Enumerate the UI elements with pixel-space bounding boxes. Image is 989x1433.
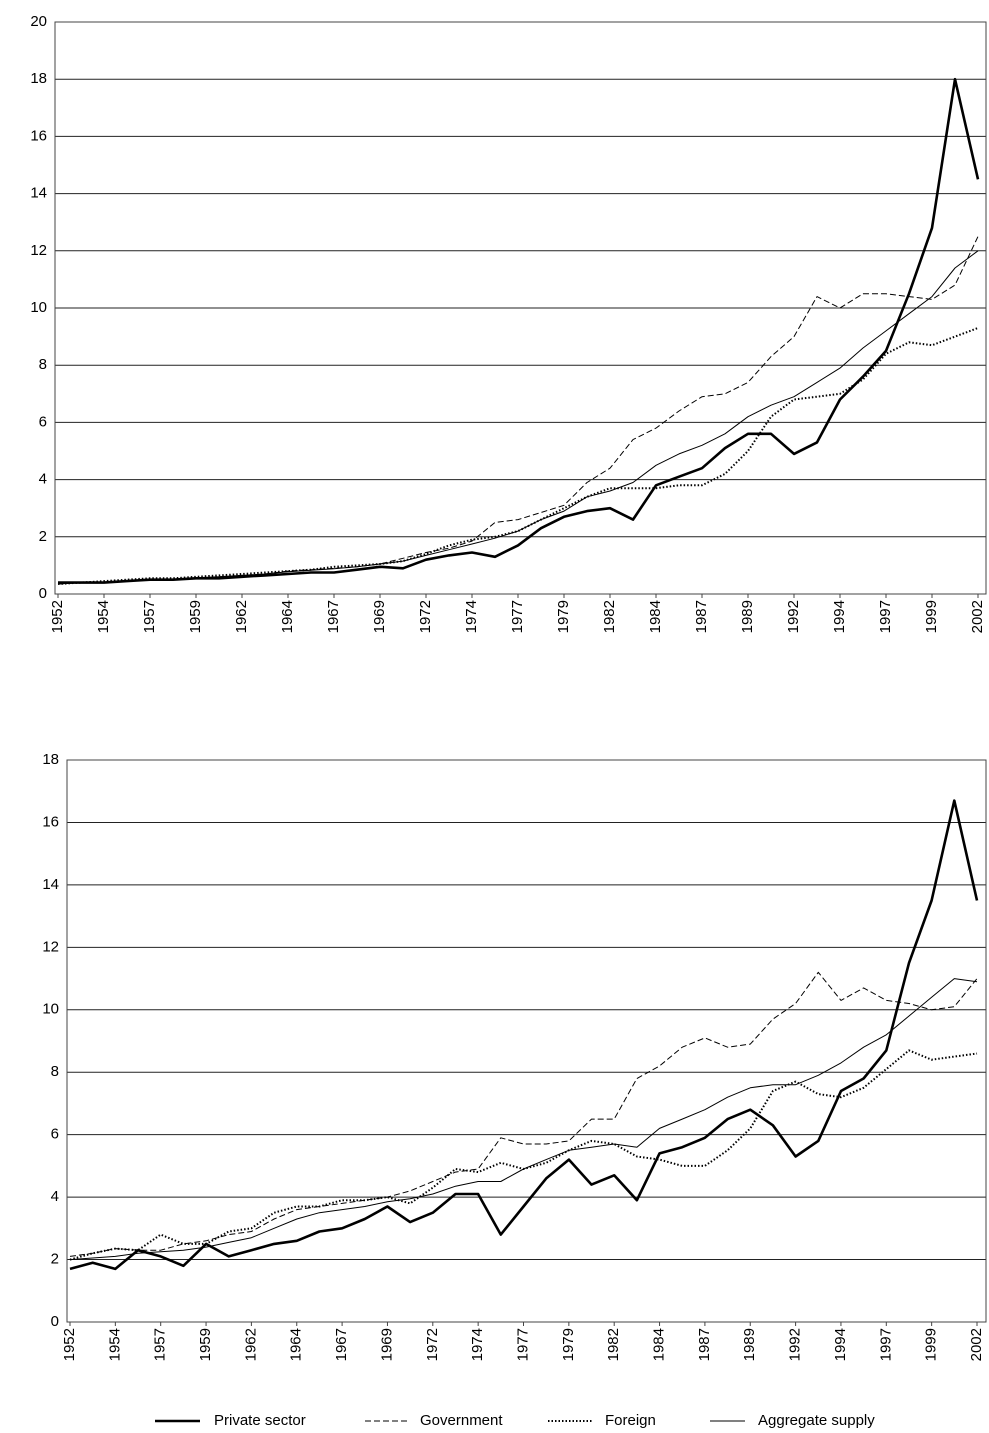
x-tick-label: 2002 [969, 600, 986, 633]
x-tick-label: 1967 [325, 600, 342, 633]
series-line [69, 978, 978, 1261]
x-tick-label: 1982 [605, 1328, 622, 1361]
x-tick-label: 1984 [651, 1328, 668, 1361]
x-tick-label: 1954 [106, 1328, 123, 1361]
x-tick-label: 1964 [288, 1328, 305, 1361]
series-line [57, 250, 979, 585]
y-tick-label: 0 [39, 585, 47, 602]
x-tick-label: 1974 [469, 1328, 486, 1361]
x-tick-label: 1959 [187, 600, 204, 633]
x-tick-label: 1984 [647, 600, 664, 633]
x-tick-label: 1992 [787, 1328, 804, 1361]
x-tick-label: 1969 [378, 1328, 395, 1361]
series-line [57, 236, 979, 585]
y-tick-label: 16 [30, 127, 47, 144]
x-tick-label: 1999 [923, 1328, 940, 1361]
y-tick-label: 14 [30, 185, 47, 202]
x-tick-label: 1994 [832, 1328, 849, 1361]
x-tick-label: 1957 [152, 1328, 169, 1361]
x-tick-label: 1957 [141, 600, 158, 633]
y-tick-label: 20 [30, 13, 47, 30]
y-tick-label: 14 [42, 876, 59, 893]
x-tick-label: 1992 [785, 600, 802, 633]
x-tick-label: 1954 [95, 600, 112, 633]
x-tick-label: 1952 [61, 1328, 78, 1361]
y-tick-label: 10 [30, 299, 47, 316]
x-tick-label: 1969 [371, 600, 388, 633]
y-tick-label: 18 [30, 70, 47, 87]
y-tick-label: 2 [51, 1251, 59, 1268]
x-tick-label: 1989 [741, 1328, 758, 1361]
y-tick-label: 12 [42, 938, 59, 955]
y-tick-label: 12 [30, 242, 47, 259]
x-tick-label: 1967 [333, 1328, 350, 1361]
y-tick-label: 16 [42, 813, 59, 830]
x-tick-label: 1979 [560, 1328, 577, 1361]
x-tick-label: 1987 [696, 1328, 713, 1361]
x-tick-label: 1964 [279, 600, 296, 633]
x-tick-label: 1962 [242, 1328, 259, 1361]
y-tick-label: 10 [42, 1001, 59, 1018]
x-tick-label: 1972 [417, 600, 434, 633]
x-tick-label: 1977 [514, 1328, 531, 1361]
x-tick-label: 1987 [693, 600, 710, 633]
x-tick-label: 1999 [923, 600, 940, 633]
y-tick-label: 0 [51, 1313, 59, 1330]
x-tick-label: 1997 [877, 1328, 894, 1361]
y-tick-label: 4 [39, 471, 47, 488]
series-line [69, 1049, 978, 1261]
plot-frame [54, 21, 987, 595]
x-tick-label: 1972 [424, 1328, 441, 1361]
y-tick-label: 2 [39, 528, 47, 545]
y-tick-label: 18 [42, 751, 59, 768]
series-line [69, 971, 978, 1257]
legend-label: Government [420, 1412, 503, 1429]
y-tick-label: 6 [51, 1126, 59, 1143]
x-tick-label: 1952 [49, 600, 66, 633]
x-tick-label: 1979 [555, 600, 572, 633]
legend-label: Private sector [214, 1412, 306, 1429]
x-tick-label: 1997 [877, 600, 894, 633]
x-tick-label: 1982 [601, 600, 618, 633]
legend-label: Aggregate supply [758, 1412, 875, 1429]
x-tick-label: 1959 [197, 1328, 214, 1361]
series-line [69, 799, 979, 1271]
y-tick-label: 8 [39, 356, 47, 373]
y-tick-label: 6 [39, 413, 47, 430]
x-tick-label: 2002 [968, 1328, 985, 1361]
plot-frame [66, 759, 987, 1323]
legend-label: Foreign [605, 1412, 656, 1429]
x-tick-label: 1994 [831, 600, 848, 633]
x-tick-label: 1962 [233, 600, 250, 633]
x-tick-label: 1989 [739, 600, 756, 633]
y-tick-label: 4 [51, 1188, 59, 1205]
series-line [58, 77, 980, 584]
x-tick-label: 1974 [463, 600, 480, 633]
y-tick-label: 8 [51, 1063, 59, 1080]
x-tick-label: 1977 [509, 600, 526, 633]
